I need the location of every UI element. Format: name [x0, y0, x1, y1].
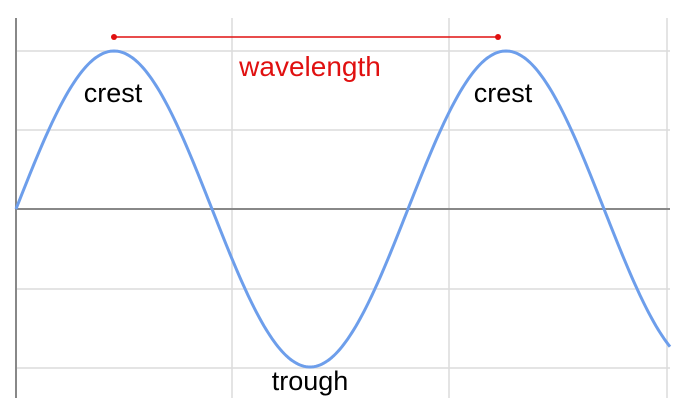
trough-label: trough	[272, 366, 349, 396]
wavelength-endpoint-left	[111, 34, 117, 40]
wavelength-label: wavelength	[238, 51, 381, 82]
crest-label-left: crest	[84, 78, 143, 108]
crest-label-right: crest	[474, 78, 533, 108]
wavelength-marker	[111, 34, 501, 40]
sine-wave	[14, 49, 672, 369]
wavelength-endpoint-right	[495, 34, 501, 40]
